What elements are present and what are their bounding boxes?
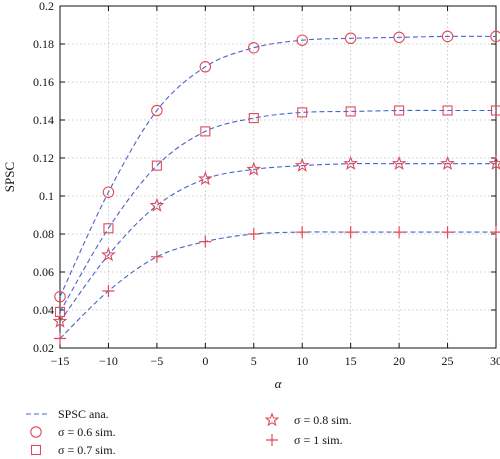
y-tick-label: 0.18 — [33, 37, 54, 51]
data-point-circle — [151, 104, 163, 117]
legend-symbol-plus — [266, 434, 278, 446]
data-point-circle — [248, 42, 260, 54]
data-point-star — [101, 247, 116, 262]
series-line-analytic — [59, 35, 497, 297]
data-point-square — [248, 113, 259, 124]
data-point-plus — [441, 226, 454, 239]
y-tick-label: 0.12 — [33, 151, 54, 165]
x-tick-label: 10 — [296, 354, 308, 368]
y-tick-label: 0.16 — [33, 75, 54, 89]
plot-frame — [59, 5, 497, 349]
data-point-plus — [54, 332, 66, 345]
data-point-plus — [150, 250, 163, 263]
x-tick-label: 0 — [202, 354, 208, 368]
x-tick-label: −5 — [150, 354, 163, 368]
data-point-circle — [199, 61, 212, 73]
data-point-square — [490, 105, 500, 116]
data-point-circle — [102, 186, 115, 198]
data-point-plus — [247, 228, 260, 240]
data-point-star — [440, 155, 455, 170]
data-point-star — [391, 155, 407, 170]
tick-labels: −15 −10 −5 0 5 10 15 20 25 30 0.02 0.04 0.06 0.08 0.1 0… — [33, 0, 500, 368]
data-point-plus — [490, 226, 500, 239]
legend-item: σ = 0.7 sim. — [30, 443, 116, 457]
legend-label: σ = 0.8 sim. — [294, 413, 352, 427]
legend-label: σ = 0.7 sim. — [58, 443, 116, 457]
tick-marks — [59, 5, 497, 349]
data-point-square — [200, 126, 211, 137]
data-point-circle — [490, 30, 500, 43]
legend-label: σ = 0.6 sim. — [58, 425, 116, 439]
data-point-square — [151, 160, 162, 171]
legend-item: σ = 0.8 sim. — [264, 412, 352, 427]
y-axis-label: SPSC — [2, 162, 17, 192]
y-tick-label: 0.02 — [33, 341, 54, 355]
y-tick-label: 0.14 — [33, 113, 54, 127]
legend-label: SPSC ana. — [58, 407, 109, 421]
x-axis-label: α — [275, 376, 283, 391]
data-point-square — [442, 105, 453, 116]
legend-symbol-square — [30, 444, 42, 456]
plot-area — [60, 6, 496, 348]
x-tick-label: −10 — [99, 354, 118, 368]
y-tick-label: 0.08 — [33, 227, 54, 241]
y-tick-label: 0.06 — [33, 265, 54, 279]
x-tick-label: 30 — [490, 354, 500, 368]
legend-label: σ = 1 sim. — [294, 433, 343, 447]
x-tick-label: 20 — [393, 354, 405, 368]
data-point-plus — [344, 226, 357, 239]
data-point-star — [197, 171, 213, 186]
data-point-circle — [296, 34, 308, 46]
series-1 — [54, 105, 500, 317]
series-2 — [52, 155, 500, 328]
legend-item: σ = 1 sim. — [266, 433, 343, 447]
series-0 — [54, 30, 500, 303]
data-point-plus — [102, 285, 115, 297]
data-point-star — [488, 155, 500, 170]
data-point-plus — [393, 226, 406, 239]
data-point-circle — [393, 31, 405, 44]
data-point-square — [345, 106, 356, 117]
x-tick-label: 5 — [251, 354, 257, 368]
data-point-square — [297, 107, 308, 118]
series-3 — [54, 226, 500, 345]
data-point-star — [343, 155, 359, 170]
y-tick-label: 0.04 — [33, 303, 54, 317]
data-point-circle — [441, 30, 454, 43]
series-line-analytic — [59, 231, 496, 339]
y-tick-label: 0.2 — [39, 0, 54, 13]
data-point-star — [52, 313, 68, 328]
legend-symbol-star — [264, 412, 280, 427]
series-line-analytic — [59, 109, 496, 313]
x-tick-label: −15 — [51, 354, 70, 368]
legend: SPSC ana. σ = 0.6 sim. σ = 0.7 sim. σ = 0.8… — [26, 407, 352, 457]
data-point-star — [294, 157, 310, 172]
y-tick-label: 0.1 — [39, 189, 54, 203]
data-point-plus — [199, 235, 212, 248]
data-point-plus — [296, 226, 309, 239]
legend-item: σ = 0.6 sim. — [30, 425, 116, 439]
x-tick-label: 25 — [442, 354, 454, 368]
legend-symbol-circle — [30, 426, 42, 438]
x-tick-label: 15 — [345, 354, 357, 368]
legend-item: SPSC ana. — [26, 407, 109, 421]
data-point-circle — [54, 290, 66, 303]
data-point-star — [246, 161, 262, 176]
data-point-square — [103, 223, 114, 234]
data-point-star — [149, 197, 165, 212]
data-point-square — [394, 105, 405, 116]
data-point-circle — [344, 32, 357, 45]
